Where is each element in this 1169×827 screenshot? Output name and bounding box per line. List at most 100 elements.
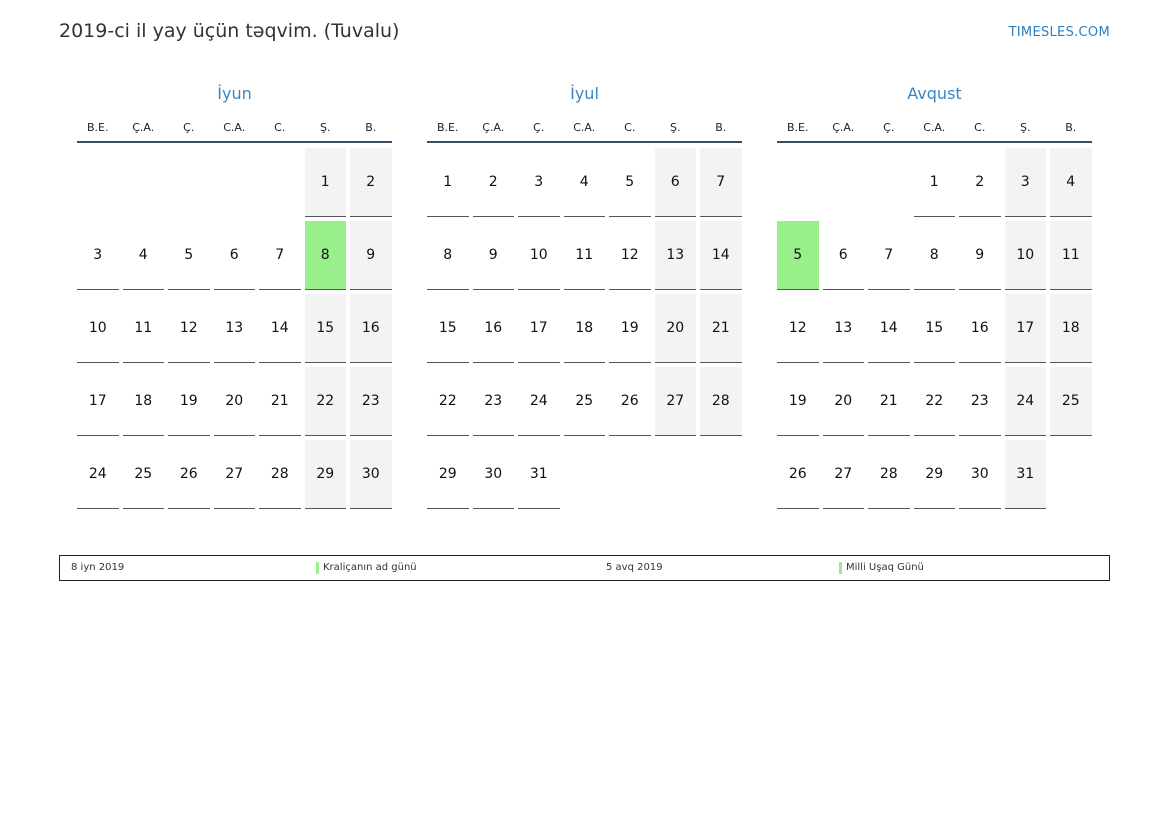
day-cell[interactable]: 11	[1050, 221, 1092, 290]
day-cell[interactable]: 8	[427, 221, 469, 290]
day-cell[interactable]: 10	[518, 221, 560, 290]
weekday-label: C.	[974, 120, 986, 134]
day-cell[interactable]: 15	[913, 294, 955, 363]
day-cell[interactable]: 12	[609, 221, 651, 290]
day-cell[interactable]: 18	[563, 294, 605, 363]
day-cell[interactable]: 10	[77, 294, 119, 363]
day-cell[interactable]: 23	[959, 367, 1001, 436]
day-cell[interactable]: 15	[427, 294, 469, 363]
day-cell[interactable]: 16	[959, 294, 1001, 363]
day-cell[interactable]: 30	[959, 440, 1001, 509]
day-cell[interactable]: 17	[77, 367, 119, 436]
day-cell[interactable]: 10	[1004, 221, 1046, 290]
day-cell[interactable]: 27	[654, 367, 696, 436]
day-cell[interactable]: 2	[350, 148, 392, 217]
day-cell[interactable]: 4	[563, 148, 605, 217]
day-cell[interactable]: 15	[304, 294, 346, 363]
empty-day-cell	[823, 148, 865, 217]
day-cell[interactable]: 25	[122, 440, 164, 509]
day-cell[interactable]: 28	[868, 440, 910, 509]
day-cell[interactable]: 5	[168, 221, 210, 290]
day-cell[interactable]: 21	[868, 367, 910, 436]
day-cell[interactable]: 2	[472, 148, 514, 217]
day-cell[interactable]: 14	[259, 294, 301, 363]
day-cell[interactable]: 7	[700, 148, 742, 217]
day-cell[interactable]: 22	[304, 367, 346, 436]
day-cell[interactable]: 11	[563, 221, 605, 290]
day-cell[interactable]: 17	[1004, 294, 1046, 363]
day-cell[interactable]: 9	[350, 221, 392, 290]
day-cell[interactable]: 18	[1050, 294, 1092, 363]
day-cell[interactable]: 16	[472, 294, 514, 363]
day-cell[interactable]: 9	[472, 221, 514, 290]
day-cell[interactable]: 28	[259, 440, 301, 509]
day-cell[interactable]: 22	[427, 367, 469, 436]
day-cell[interactable]: 27	[822, 440, 864, 509]
day-cell[interactable]: 7	[868, 221, 910, 290]
day-cell[interactable]: 20	[213, 367, 255, 436]
day-cell[interactable]: 25	[563, 367, 605, 436]
day-cell[interactable]: 19	[777, 367, 819, 436]
day-cell[interactable]: 29	[427, 440, 469, 509]
day-cell[interactable]: 14	[700, 221, 742, 290]
day-cell[interactable]: 6	[822, 221, 864, 290]
day-cell[interactable]: 21	[700, 294, 742, 363]
weekday-label: C.A.	[573, 120, 596, 134]
day-cell[interactable]: 6	[654, 148, 696, 217]
day-cell[interactable]: 20	[654, 294, 696, 363]
day-cell[interactable]: 13	[213, 294, 255, 363]
day-cell[interactable]: 13	[654, 221, 696, 290]
day-cell[interactable]: 18	[122, 367, 164, 436]
day-cell[interactable]: 22	[913, 367, 955, 436]
day-cell[interactable]: 31	[518, 440, 560, 509]
day-cell[interactable]: 26	[609, 367, 651, 436]
day-cell[interactable]: 19	[168, 367, 210, 436]
day-cell[interactable]: 30	[472, 440, 514, 509]
day-cell[interactable]: 13	[822, 294, 864, 363]
empty-day-cell	[123, 148, 165, 217]
day-cell[interactable]: 29	[913, 440, 955, 509]
day-cell[interactable]: 19	[609, 294, 651, 363]
day-cell[interactable]: 23	[472, 367, 514, 436]
day-cell[interactable]: 25	[1050, 367, 1092, 436]
day-cell[interactable]: 20	[822, 367, 864, 436]
day-cell[interactable]: 1	[427, 148, 469, 217]
day-cell[interactable]: 23	[350, 367, 392, 436]
day-cell[interactable]: 1	[304, 148, 346, 217]
day-cell[interactable]: 12	[777, 294, 819, 363]
empty-day-cell	[564, 440, 606, 509]
day-cell[interactable]: 8	[913, 221, 955, 290]
holiday-day-cell[interactable]: 8	[304, 221, 346, 290]
day-cell[interactable]: 24	[518, 367, 560, 436]
day-cell[interactable]: 30	[350, 440, 392, 509]
day-cell[interactable]: 17	[518, 294, 560, 363]
weekday-header-row: B.E. Ç.A. Ç. C.A. C. Ş. B.	[777, 114, 1092, 140]
day-cell[interactable]: 21	[259, 367, 301, 436]
holiday-day-cell[interactable]: 5	[777, 221, 819, 290]
day-cell[interactable]: 2	[959, 148, 1001, 217]
day-cell[interactable]: 11	[122, 294, 164, 363]
day-cell[interactable]: 9	[959, 221, 1001, 290]
day-cell[interactable]: 24	[77, 440, 119, 509]
day-cell[interactable]: 1	[913, 148, 955, 217]
day-cell[interactable]: 12	[168, 294, 210, 363]
day-cell[interactable]: 4	[1050, 148, 1092, 217]
day-cell[interactable]: 3	[1004, 148, 1046, 217]
day-cell[interactable]: 4	[122, 221, 164, 290]
brand-link[interactable]: TIMESLES.COM	[1008, 25, 1110, 40]
day-cell[interactable]: 16	[350, 294, 392, 363]
day-cell[interactable]: 26	[777, 440, 819, 509]
day-cell[interactable]: 29	[304, 440, 346, 509]
day-cell[interactable]: 26	[168, 440, 210, 509]
day-cell[interactable]: 5	[609, 148, 651, 217]
day-cell[interactable]: 24	[1004, 367, 1046, 436]
day-cell[interactable]: 27	[213, 440, 255, 509]
day-cell[interactable]: 31	[1004, 440, 1046, 509]
day-cell[interactable]: 7	[259, 221, 301, 290]
day-cell[interactable]: 6	[213, 221, 255, 290]
day-cell[interactable]: 3	[518, 148, 560, 217]
day-cell[interactable]: 14	[868, 294, 910, 363]
day-cell[interactable]: 3	[77, 221, 119, 290]
day-cell[interactable]: 28	[700, 367, 742, 436]
week-row: 24 25 26 27 28 29 30	[77, 440, 392, 509]
